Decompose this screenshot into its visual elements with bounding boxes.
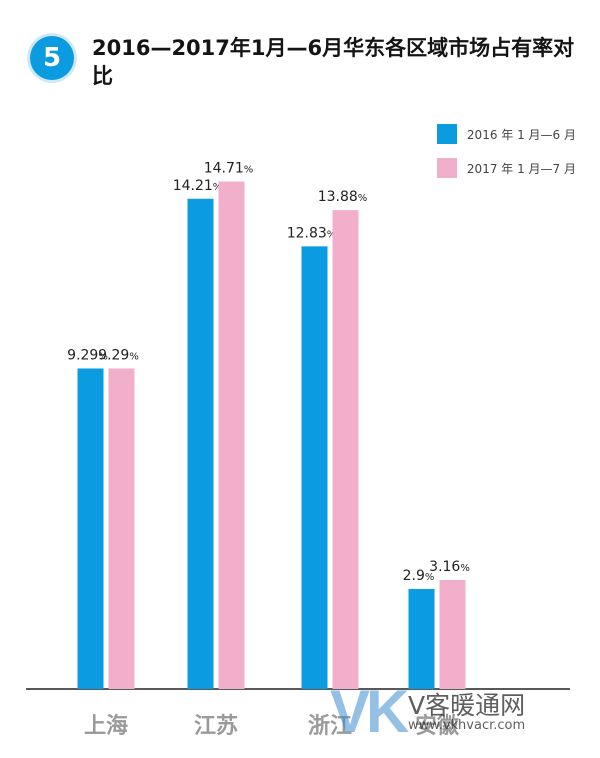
category-label-0: 上海 [84, 713, 128, 739]
legend-label-2016: 2016 年 1 月—6 月 [466, 127, 576, 142]
bar-0-0 [77, 368, 104, 689]
bar-0-1 [108, 368, 135, 689]
category-label-2: 浙江 [308, 714, 352, 739]
legend-swatch-2017 [436, 158, 457, 178]
bar-1-0 [187, 198, 214, 689]
bar-3-0 [408, 588, 435, 689]
data-label-0-1: 9.29% [98, 347, 139, 363]
watermark-url: www.vkhvacr.com [408, 718, 526, 733]
legend-swatch-2016 [436, 124, 457, 144]
watermark-site-name: V客暖通网 [408, 691, 526, 720]
chart-title: 2016—2017年1月—6月华东各区域市场占有率对比 [92, 36, 575, 88]
watermark-logo: VK [330, 678, 409, 745]
category-label-1: 江苏 [194, 713, 238, 739]
legend-label-2017: 2017 年 1 月—7 月 [466, 161, 576, 176]
data-label-2-1: 13.88% [318, 189, 368, 205]
bar-1-1 [218, 181, 245, 689]
legend-item-2017: 2017 年 1 月—7 月 [436, 158, 576, 178]
data-label-3-1: 3.16% [429, 559, 470, 575]
data-label-2-0: 12.83% [287, 225, 337, 241]
chart-legend: 2016 年 1 月—6 月 2017 年 1 月—7 月 [436, 124, 576, 192]
bar-2-0 [301, 246, 328, 690]
legend-item-2016: 2016 年 1 月—6 月 [436, 124, 576, 144]
data-label-1-1: 14.71% [204, 161, 254, 177]
data-label-3-0: 2.9% [403, 568, 435, 584]
category-label-3: 安徽 [415, 713, 460, 739]
bar-3-1 [439, 579, 466, 689]
watermark: VK V客暖通网 www.vkhvacr.com [330, 682, 590, 742]
bar-2-1 [332, 210, 359, 689]
section-number-badge: 5 [30, 36, 74, 80]
data-label-1-0: 14.21% [173, 178, 223, 194]
data-label-0-0: 9.29% [67, 347, 108, 363]
